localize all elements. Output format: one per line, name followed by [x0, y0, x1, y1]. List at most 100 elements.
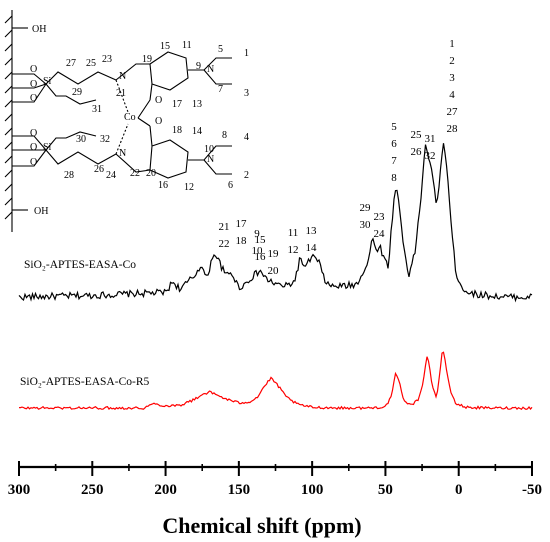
structure-label: N	[119, 148, 126, 159]
structure-label: 28	[64, 170, 74, 181]
structure-label: 6	[228, 180, 233, 191]
series-label: SiO₂-APTES-EASA-Co	[24, 259, 136, 271]
structure-label: 16	[158, 180, 168, 191]
peak-number: 8	[391, 172, 397, 184]
peak-number: 5	[391, 121, 397, 133]
peak-annotation: 5 6 7 8	[391, 121, 397, 184]
peak-number: 32	[425, 150, 436, 162]
x-tick-label: -50	[522, 482, 542, 498]
series-labels: SiO₂-APTES-EASA-Co SiO₂-APTES-EASA-Co-R5	[20, 259, 149, 388]
structure-label: O	[30, 64, 37, 75]
surface-hatching	[4, 15, 13, 220]
peak-number: 13	[306, 225, 318, 237]
x-tick-label: 0	[455, 482, 463, 498]
structure-label: 29	[72, 87, 82, 98]
structure-label: 13	[192, 99, 202, 110]
structure-label: 1	[244, 48, 249, 59]
structure-label: 4	[244, 132, 249, 143]
x-tick-label: 50	[378, 482, 393, 498]
peak-number: 24	[374, 228, 386, 240]
x-axis-title: Chemical shift (ppm)	[162, 513, 361, 538]
peak-number: 7	[391, 155, 397, 167]
x-axis: 300 250 200 150 100 50 0 -50	[8, 461, 542, 498]
structure-label: 12	[184, 182, 194, 193]
structure-label: N	[207, 64, 214, 75]
peak-number: 12	[288, 244, 299, 256]
structure-label: 3	[244, 88, 249, 99]
structure-label: O	[30, 79, 37, 90]
structure-label: N	[207, 154, 214, 165]
structure-label: 14	[192, 126, 202, 137]
structure-label: 9	[196, 61, 201, 72]
series-group	[18, 143, 533, 411]
structure-label: 11	[182, 40, 192, 51]
upper-linker	[12, 71, 117, 103]
structure-label: 27	[66, 58, 76, 69]
peak-number: 18	[236, 235, 248, 247]
structure-label: O	[30, 157, 37, 168]
structure-label: OH	[32, 24, 46, 35]
structure-label: O	[30, 142, 37, 153]
peak-number: 22	[219, 238, 230, 250]
structure-label: 23	[102, 54, 112, 65]
x-tick-label: 100	[301, 482, 324, 498]
peak-number: 15	[255, 234, 267, 246]
structure-label: 30	[76, 134, 86, 145]
lower-linker	[12, 135, 117, 167]
peak-number: 6	[391, 138, 397, 150]
peak-number: 30	[360, 219, 372, 231]
structure-label: Si	[43, 76, 52, 87]
series-line	[18, 143, 533, 303]
structure-label: 10	[204, 144, 214, 155]
structure-label: 32	[100, 134, 110, 145]
peak-number: 21	[219, 221, 230, 233]
lower-ethoxy	[45, 131, 97, 151]
peak-number: 11	[288, 227, 299, 239]
structure-label: 24	[106, 170, 116, 181]
upper-ethoxy	[45, 83, 97, 105]
peak-number: 31	[425, 133, 436, 145]
peak-annotation: 1 2 3 4 27 28	[447, 38, 459, 135]
structure-label: 7	[218, 84, 223, 95]
upper-diethylamino	[188, 57, 232, 85]
peak-annotation: 910	[252, 228, 264, 257]
peak-number: 10	[252, 245, 264, 257]
structure-label: 8	[222, 130, 227, 141]
series-label: SiO₂-APTES-EASA-Co-R5	[20, 376, 149, 388]
structure-label: 17	[172, 99, 182, 110]
peak-number: 16	[255, 251, 267, 263]
peak-number: 20	[268, 265, 280, 277]
x-tick-label: 300	[8, 482, 31, 498]
structure-label: OH	[34, 206, 48, 217]
structure-label: 18	[172, 125, 182, 136]
peak-number: 27	[447, 106, 459, 118]
peak-number: 23	[374, 211, 386, 223]
peak-number: 26	[411, 146, 423, 158]
structure-label: 15	[160, 41, 170, 52]
peak-number: 29	[360, 202, 372, 214]
x-tick-label: 250	[81, 482, 104, 498]
imine-bonds	[115, 63, 151, 173]
peak-number: 14	[306, 242, 318, 254]
peak-number: 2	[449, 55, 455, 67]
structure-label: Co	[124, 112, 136, 123]
structure-label: 25	[86, 58, 96, 69]
lower-diethylamino	[188, 145, 232, 175]
peak-number: 19	[268, 248, 280, 260]
structure-label: Si	[43, 142, 52, 153]
series-line	[19, 351, 533, 411]
structure-label: O	[30, 128, 37, 139]
structure-label: O	[155, 116, 162, 127]
upper-benzene-ring	[149, 51, 189, 91]
peak-annotations: 1234272825263132567829302324111213141516…	[219, 38, 459, 277]
structure-label: O	[155, 95, 162, 106]
